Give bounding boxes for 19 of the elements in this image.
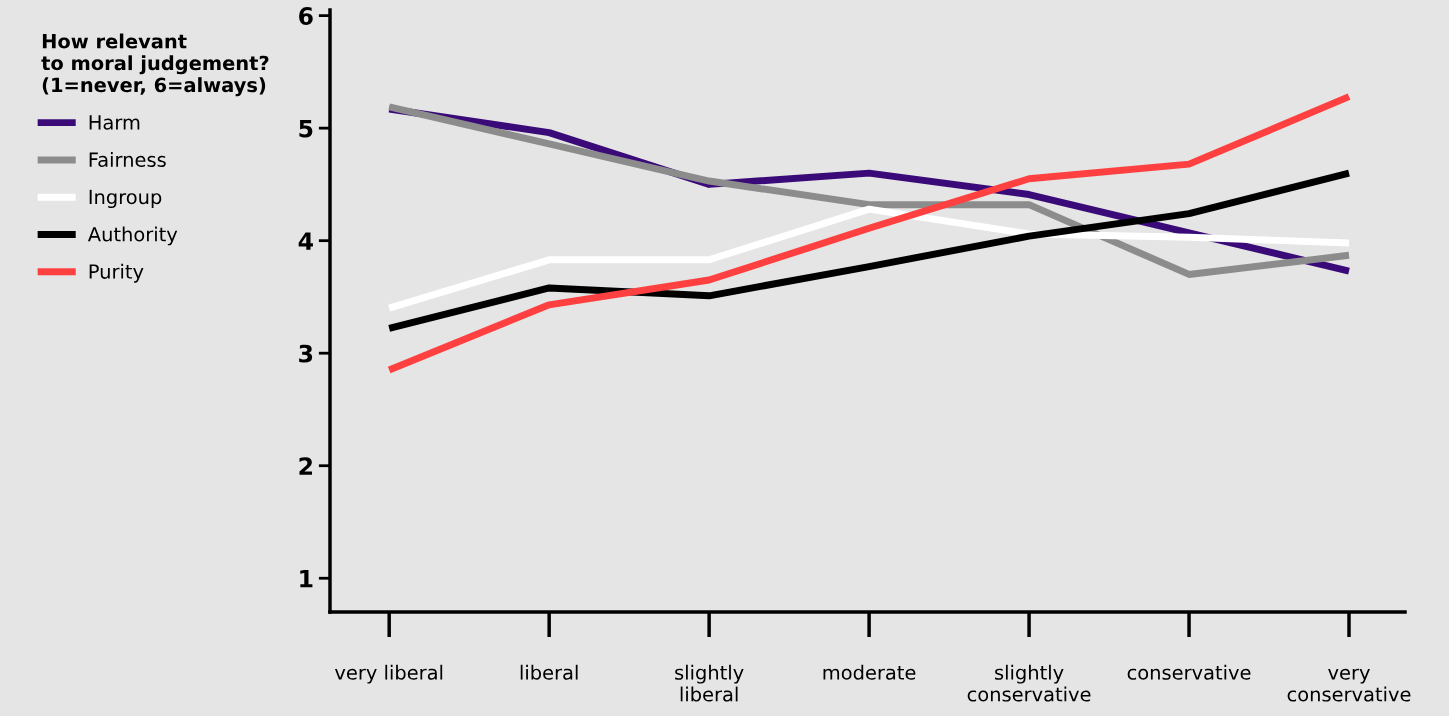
legend-title: How relevant to moral judgement? (1=never, 6=always) <box>41 33 269 97</box>
legend-label: Purity <box>89 263 144 283</box>
y-tick-label: 6 <box>299 7 313 25</box>
x-tick-label: very liberal <box>334 664 443 684</box>
y-tick-label: 2 <box>299 457 312 475</box>
x-tick-label: conservative <box>1127 664 1251 680</box>
x-tick-label: slightly conservative <box>967 664 1091 702</box>
legend-label: Ingroup <box>89 189 162 209</box>
x-tick-label: moderate <box>823 664 916 680</box>
y-tick-label: 1 <box>300 570 313 588</box>
y-tick-label: 4 <box>298 232 313 250</box>
legend-label: Fairness <box>89 151 166 167</box>
x-tick-label: slightly liberal <box>675 664 744 702</box>
y-tick-label: 5 <box>299 119 313 138</box>
legend-label: Harm <box>89 115 140 130</box>
y-tick-label: 3 <box>299 344 313 363</box>
legend-label: Authority <box>87 226 178 246</box>
x-tick-label: liberal <box>520 664 578 680</box>
x-tick-label: very conservative <box>1287 668 1411 702</box>
